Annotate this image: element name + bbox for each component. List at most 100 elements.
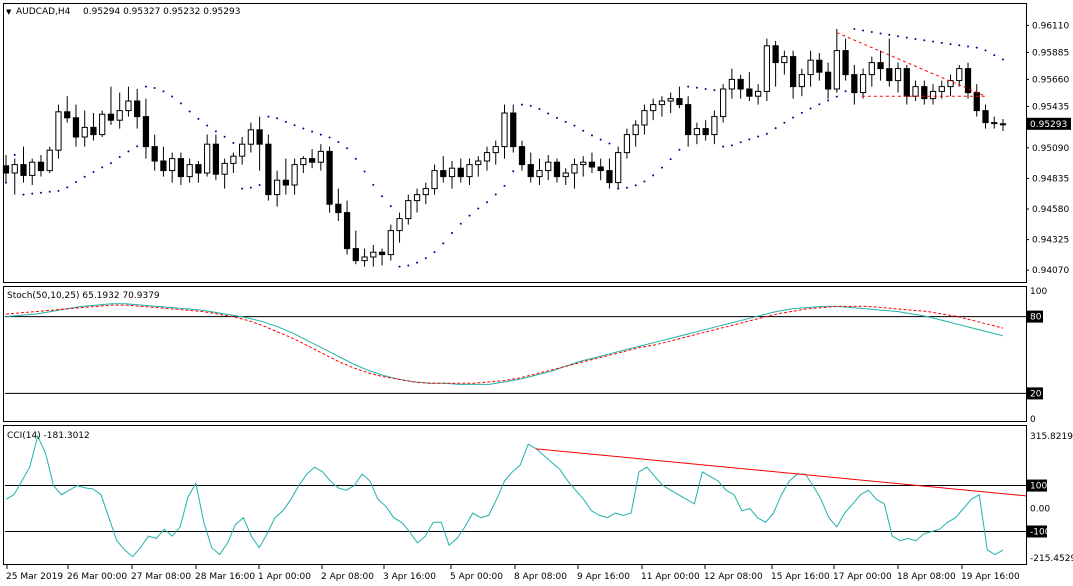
candle-body: [273, 179, 281, 196]
sar-dot: [835, 95, 838, 98]
candle-body: [737, 78, 744, 90]
candle-body: [37, 161, 45, 172]
sar-dot: [57, 189, 60, 192]
candle-body: [894, 68, 902, 82]
sar-dot: [267, 115, 270, 118]
candle-body: [11, 164, 18, 174]
candle-body: [685, 104, 692, 136]
candle-body: [728, 78, 736, 90]
stoch-label: Stoch(50,10,25) 65.1932 70.9379: [7, 291, 160, 301]
candle-body: [483, 152, 491, 162]
candle-body: [46, 149, 53, 172]
candle-body: [597, 166, 604, 172]
sar-dot: [13, 154, 16, 156]
sar-dot: [118, 156, 121, 159]
candle-body: [623, 134, 631, 154]
candle-body: [151, 146, 158, 162]
candle-body: [142, 116, 150, 148]
sar-dot: [284, 120, 287, 123]
time-tick-label: 9 Apr 16:00: [577, 572, 630, 582]
price-tick-label: 0.95435: [1032, 102, 1069, 112]
time-tick-label: 1 Apr 00:00: [258, 572, 311, 582]
sar-dot: [302, 127, 305, 130]
sar-dot: [590, 134, 593, 137]
sar-dot: [993, 54, 996, 57]
time-tick-label: 15 Apr 16:00: [771, 572, 830, 582]
candle-body: [868, 62, 875, 76]
candle-body: [405, 200, 412, 220]
candle-body: [370, 251, 377, 258]
sar-dot: [897, 35, 900, 38]
sar-dot: [424, 257, 427, 260]
sar-dot: [555, 116, 558, 119]
sar-dot: [643, 180, 646, 183]
sar-dot: [468, 214, 471, 217]
sar-dot: [844, 90, 847, 93]
sar-dot: [109, 162, 112, 165]
sar-dot: [223, 135, 226, 138]
candle-body: [431, 170, 438, 190]
sar-dot: [258, 183, 261, 186]
sar-dot: [617, 187, 620, 190]
candle-body: [571, 164, 578, 174]
time-tick-label: 18 Apr 08:00: [897, 572, 956, 582]
price-tick-label: 0.95885: [1032, 48, 1069, 58]
sar-dot: [774, 127, 777, 130]
trendline-dashed: [836, 32, 986, 97]
sar-dot: [538, 107, 541, 110]
sar-dot: [337, 140, 340, 143]
sar-dot: [853, 28, 856, 30]
sar-dot: [494, 193, 497, 196]
sar-dot: [932, 40, 935, 43]
candle-body: [667, 98, 674, 102]
candle-body: [650, 104, 657, 112]
time-tick-label: 26 Mar 00:00: [67, 572, 127, 582]
price-axis: 0.96110 0.95885 0.95660 0.95435 0.95090 0.948…: [1026, 21, 1071, 276]
symbol-label: AUDCAD,H4: [16, 7, 71, 17]
time-tick-label: 8 Apr 08:00: [514, 572, 567, 582]
sar-dot: [311, 130, 314, 133]
candle-body: [230, 155, 237, 164]
cci-levels: [5, 485, 1026, 532]
candle-body: [580, 161, 587, 166]
candle-body: [204, 143, 211, 174]
time-tick-label: 28 Mar 16:00: [195, 572, 255, 582]
candle-body: [859, 74, 867, 94]
stoch-main-line: [5, 303, 1004, 385]
candle-body: [422, 188, 429, 196]
candle-body: [195, 164, 202, 174]
candle-body: [851, 74, 858, 94]
candle-body: [956, 68, 963, 82]
candle-body: [938, 86, 945, 92]
sar-dot: [442, 242, 445, 245]
sar-dot: [433, 251, 436, 254]
sar-dot: [319, 133, 322, 136]
candle-body: [999, 123, 1007, 126]
price-tick-label: 0.94835: [1032, 174, 1069, 184]
sar-dot: [398, 265, 401, 268]
sar-dot: [179, 102, 182, 105]
candle-body: [396, 218, 403, 232]
sar-dot: [923, 39, 926, 42]
candle-body: [641, 110, 648, 126]
sar-dot: [862, 29, 865, 32]
candle-body: [116, 110, 123, 121]
candle-body: [2, 165, 10, 174]
symbol-dropdown-icon[interactable]: ▼: [6, 8, 12, 16]
stoch-tick-label: 20: [1030, 389, 1042, 399]
stoch-lines: [5, 303, 1004, 385]
candle-body: [588, 161, 596, 168]
sar-dot: [328, 136, 331, 139]
candle-body: [343, 212, 351, 250]
sar-dot: [136, 145, 139, 148]
sar-dot: [722, 145, 725, 148]
sar-dot: [249, 186, 252, 189]
sar-dot: [914, 37, 917, 40]
sar-dot: [652, 174, 655, 177]
candle-body: [308, 158, 316, 163]
time-tick-label: 5 Apr 00:00: [450, 572, 503, 582]
cci-line: [5, 434, 1004, 558]
sar-dot: [748, 138, 751, 141]
candle-body: [256, 129, 263, 145]
